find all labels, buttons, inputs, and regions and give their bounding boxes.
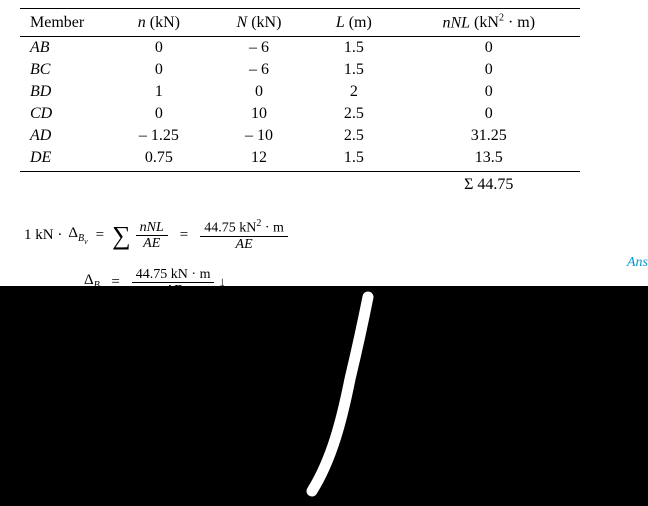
eq1-frac1: nNL AE — [136, 220, 168, 252]
cell-member: BC — [20, 59, 110, 81]
eq1-frac1-den: AE — [139, 236, 164, 251]
cell-nNL: 0 — [398, 59, 580, 81]
cell-L: 2.5 — [310, 125, 397, 147]
cell-n: 0.75 — [110, 147, 208, 172]
table-header-row: Member n (kN) N (kN) L (m) nNL (kN2 · m) — [20, 9, 580, 37]
eq1-frac2-den: AE — [232, 237, 257, 252]
redacted-block — [0, 286, 648, 506]
forces-table: Member n (kN) N (kN) L (m) nNL (kN2 · m)… — [20, 8, 580, 196]
col-n: n (kN) — [110, 9, 208, 37]
equals-sign: = — [180, 227, 188, 244]
col-N: N (kN) — [208, 9, 310, 37]
cell-member: AD — [20, 125, 110, 147]
eq1-frac2-num: 44.75 kN2 · m — [200, 218, 288, 237]
eq1-frac2: 44.75 kN2 · m AE — [200, 218, 288, 252]
cell-N: 10 — [208, 103, 310, 125]
eq2-frac-num: 44.75 kN · m — [132, 267, 215, 283]
cell-L: 1.5 — [310, 59, 397, 81]
cell-N: – 6 — [208, 37, 310, 60]
cell-L: 1.5 — [310, 147, 397, 172]
table-body: AB 0 – 6 1.5 0 BC 0 – 6 1.5 0 BD 1 0 — [20, 37, 580, 197]
cell-member: AB — [20, 37, 110, 60]
cell-member: DE — [20, 147, 110, 172]
cell-nNL: 0 — [398, 37, 580, 60]
cell-nNL: 31.25 — [398, 125, 580, 147]
table-row: AD – 1.25 – 10 2.5 31.25 — [20, 125, 580, 147]
content-area: Member n (kN) N (kN) L (m) nNL (kN2 · m)… — [0, 0, 648, 299]
cell-n: 1 — [110, 81, 208, 103]
scribble-annotation — [272, 289, 392, 502]
sum-cell: Σ 44.75 — [398, 172, 580, 197]
cell-n: 0 — [110, 59, 208, 81]
cell-N: 12 — [208, 147, 310, 172]
cell-L: 1.5 — [310, 37, 397, 60]
answer-label: Ans — [627, 255, 648, 271]
table-row: CD 0 10 2.5 0 — [20, 103, 580, 125]
eq1-frac1-num: nNL — [136, 220, 168, 236]
cell-n: 0 — [110, 37, 208, 60]
col-nNL: nNL (kN2 · m) — [398, 9, 580, 37]
eq1-delta: ΔBv — [68, 225, 87, 246]
table-row: AB 0 – 6 1.5 0 — [20, 37, 580, 60]
equation-line-1: 1 kN · ΔBv = ∑ nNL AE = 44.75 kN2 · m AE — [20, 218, 628, 252]
sigma-symbol: ∑ — [112, 228, 131, 244]
cell-n: – 1.25 — [110, 125, 208, 147]
table-row: BD 1 0 2 0 — [20, 81, 580, 103]
cell-nNL: 0 — [398, 103, 580, 125]
table-row: DE 0.75 12 1.5 13.5 — [20, 147, 580, 172]
table-row: BC 0 – 6 1.5 0 — [20, 59, 580, 81]
cell-L: 2.5 — [310, 103, 397, 125]
cell-nNL: 13.5 — [398, 147, 580, 172]
equals-sign: = — [96, 227, 104, 244]
cell-member: BD — [20, 81, 110, 103]
cell-L: 2 — [310, 81, 397, 103]
cell-nNL: 0 — [398, 81, 580, 103]
col-L: L (m) — [310, 9, 397, 37]
table-sum-row: Σ 44.75 — [20, 172, 580, 197]
cell-N: – 10 — [208, 125, 310, 147]
cell-member: CD — [20, 103, 110, 125]
eq1-lhs-prefix: 1 kN · — [24, 227, 62, 244]
cell-N: – 6 — [208, 59, 310, 81]
col-member: Member — [20, 9, 110, 37]
cell-N: 0 — [208, 81, 310, 103]
cell-n: 0 — [110, 103, 208, 125]
page-root: Member n (kN) N (kN) L (m) nNL (kN2 · m)… — [0, 0, 648, 506]
